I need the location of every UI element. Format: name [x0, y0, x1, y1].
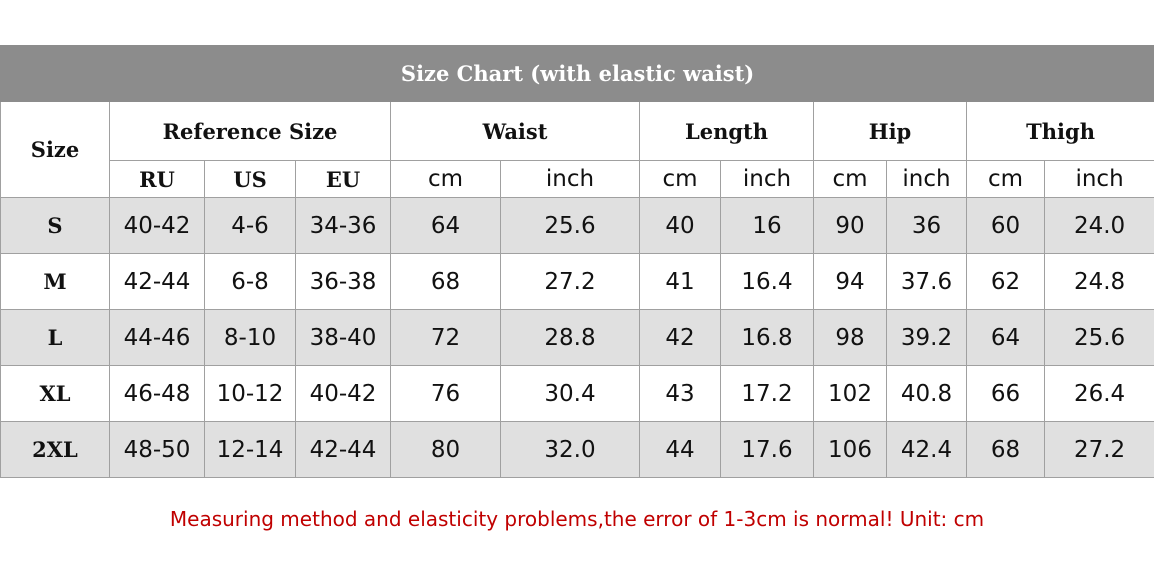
value-cell: 48-50: [109, 421, 205, 478]
value-cell: 26.4: [1043, 365, 1154, 422]
table-row: L 44-46 8-10 38-40 72 28.8 42 16.8 98 39.2 64 25.6: [0, 309, 1154, 366]
group-header: Hip: [813, 101, 967, 161]
table-row: M 42-44 6-8 36-38 68 27.2 41 16.4 94 37.6 62 24.8: [0, 253, 1154, 310]
note: Measuring method and elasticity problems…: [169, 507, 985, 531]
sub-header: RU: [109, 160, 205, 198]
value-cell: 39.2: [886, 309, 967, 366]
value-cell: 62: [966, 253, 1045, 310]
value-cell: 24.0: [1043, 197, 1154, 254]
sub-header: cm: [966, 160, 1045, 198]
value-cell: 76: [390, 365, 501, 422]
value-cell: 25.6: [1043, 309, 1154, 366]
value-cell: 68: [390, 253, 501, 310]
value-cell: 44: [639, 421, 721, 478]
table-row: 2XL 48-50 12-14 42-44 80 32.0 44 17.6 106 42.4 68 2…: [0, 421, 1154, 478]
value-cell: 72: [390, 309, 501, 366]
value-cell: 94: [813, 253, 887, 310]
value-cell: 102: [813, 365, 887, 422]
value-cell: 40-42: [109, 197, 205, 254]
value-cell: 6-8: [204, 253, 296, 310]
value-cell: 24.8: [1043, 253, 1154, 310]
value-cell: 42-44: [109, 253, 205, 310]
value-cell: 12-14: [204, 421, 296, 478]
value-cell: 42: [639, 309, 721, 366]
value-cell: 64: [390, 197, 501, 254]
value-cell: 8-10: [204, 309, 296, 366]
value-cell: 28.8: [500, 309, 640, 366]
value-cell: 68: [966, 421, 1045, 478]
value-cell: 40: [639, 197, 721, 254]
table-title: Size Chart (with elastic waist): [0, 45, 1154, 102]
value-cell: 25.6: [500, 197, 640, 254]
value-cell: 46-48: [109, 365, 205, 422]
value-cell: 37.6: [886, 253, 967, 310]
value-cell: 36: [886, 197, 967, 254]
value-cell: 42.4: [886, 421, 967, 478]
sub-header: inch: [720, 160, 814, 198]
group-header: Waist: [390, 101, 640, 161]
value-cell: 106: [813, 421, 887, 478]
table-row: Size Chart (with elastic waist): [0, 45, 1154, 102]
value-cell: 34-36: [295, 197, 391, 254]
table-row: S 40-42 4-6 34-36 64 25.6 40 16 90 36 60 24.0: [0, 197, 1154, 254]
size-table: Size Chart (with elastic waist) Size Refer…: [0, 45, 1154, 478]
value-cell: 44-46: [109, 309, 205, 366]
sub-header: cm: [390, 160, 501, 198]
value-cell: 27.2: [500, 253, 640, 310]
table-row: RU US EU cm inch cm inch cm inch cm inch: [1, 160, 1154, 198]
value-cell: 30.4: [500, 365, 640, 422]
group-header: Thigh: [965, 101, 1154, 161]
value-cell: 16.4: [720, 253, 814, 310]
size-cell: 2XL: [0, 421, 110, 478]
table-row: Size Reference Size Waist Length Hip Thigh: [0, 101, 1154, 198]
value-cell: 36-38: [295, 253, 391, 310]
value-cell: 41: [639, 253, 721, 310]
value-cell: 40-42: [295, 365, 391, 422]
size-cell: L: [0, 309, 110, 366]
sub-header: cm: [813, 160, 887, 198]
value-cell: 43: [639, 365, 721, 422]
size-header: Size: [0, 101, 110, 198]
value-cell: 17.2: [720, 365, 814, 422]
group-header: Length: [639, 101, 814, 161]
value-cell: 66: [966, 365, 1045, 422]
sub-header: inch: [886, 160, 967, 198]
value-cell: 90: [813, 197, 887, 254]
value-cell: 27.2: [1043, 421, 1154, 478]
value-cell: 10-12: [204, 365, 296, 422]
sub-header: US: [204, 160, 296, 198]
group-header: Reference Size: [109, 101, 391, 161]
value-cell: 98: [813, 309, 887, 366]
sub-header: inch: [500, 160, 640, 198]
value-cell: 60: [966, 197, 1045, 254]
sub-header: EU: [295, 160, 391, 198]
value-cell: 16.8: [720, 309, 814, 366]
size-cell: XL: [0, 365, 110, 422]
value-cell: 40.8: [886, 365, 967, 422]
value-cell: 32.0: [500, 421, 640, 478]
value-cell: 42-44: [295, 421, 391, 478]
value-cell: 64: [966, 309, 1045, 366]
sub-header: inch: [1043, 160, 1154, 198]
size-cell: M: [0, 253, 110, 310]
table-row: XL 46-48 10-12 40-42 76 30.4 43 17.2 102 40.8 66 26…: [0, 365, 1154, 422]
value-cell: 4-6: [204, 197, 296, 254]
sub-header: cm: [639, 160, 721, 198]
value-cell: 38-40: [295, 309, 391, 366]
value-cell: 16: [720, 197, 814, 254]
size-cell: S: [0, 197, 110, 254]
value-cell: 80: [390, 421, 501, 478]
value-cell: 17.6: [720, 421, 814, 478]
